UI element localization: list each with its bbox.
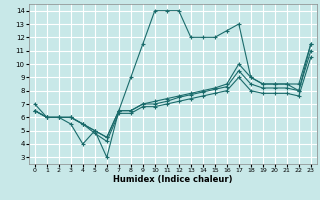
X-axis label: Humidex (Indice chaleur): Humidex (Indice chaleur) [113, 175, 233, 184]
